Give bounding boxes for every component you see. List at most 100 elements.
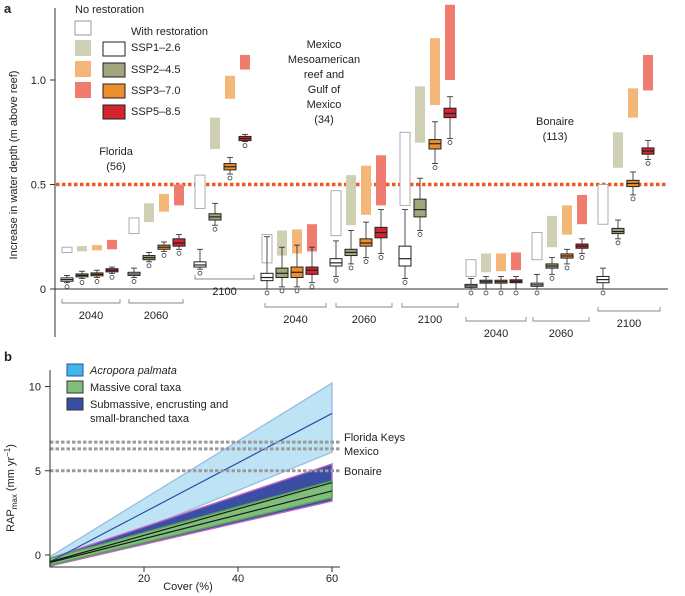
legend-no-restoration-title: No restoration	[75, 4, 144, 16]
series-line	[49, 412, 333, 563]
no-restoration-range-bar	[277, 230, 287, 256]
panel-a-marks	[60, 4, 655, 296]
box-outlier	[402, 280, 408, 285]
panel-a-y-tick-label: 1.0	[31, 75, 46, 87]
site-mexico-name-line5: Mexico	[307, 99, 342, 111]
panel-b-axes: 0 5 10 20 40 60	[29, 370, 340, 585]
legend-no-restoration-swatch	[75, 61, 91, 77]
period-bracket	[401, 303, 459, 308]
box-outlier	[432, 165, 438, 170]
legend-swatches	[74, 20, 126, 120]
no-restoration-range-bar	[292, 229, 302, 254]
box-outlier	[348, 265, 354, 271]
period-bracket	[335, 303, 393, 308]
period-label: 2060	[144, 310, 168, 322]
period-label: 2060	[352, 314, 376, 326]
no-restoration-range-bar	[445, 4, 455, 80]
legend-acropora-swatch	[66, 363, 84, 377]
no-restoration-range-bar	[225, 75, 235, 99]
legend-massive-swatch	[66, 380, 84, 394]
box-outlier	[264, 290, 270, 296]
legend-submassive-label-line2: small-branched taxa	[90, 413, 190, 425]
box-outlier	[600, 290, 606, 296]
no-restoration-range-bar	[496, 253, 506, 272]
box-outlier	[564, 265, 570, 271]
no-restoration-range-bar	[430, 38, 440, 106]
series-line	[49, 490, 333, 564]
box-outlier	[645, 161, 651, 166]
no-restoration-range-bar	[144, 203, 154, 223]
panel-b-letter: b	[4, 349, 12, 364]
site-mexico-name-line1: Mexico	[307, 39, 342, 51]
site-mexico-name-line4: Gulf of	[308, 84, 341, 96]
panel-a-letter: a	[4, 1, 12, 16]
legend-ssp585-label: SSP5–8.5	[131, 106, 181, 118]
period-brackets: 2040 2060 2100 2040 2060 2100 2040 2060 2100	[61, 275, 661, 340]
panel-b-x-tick-label: 40	[232, 573, 244, 585]
box-outlier	[615, 240, 621, 246]
legend-no-restoration-swatch	[75, 40, 91, 56]
no-restoration-range-bar	[128, 217, 140, 235]
legend-with-restoration-swatch	[102, 62, 126, 78]
panel-a-y-label-group: Increase in water depth (m above reef)	[8, 71, 20, 260]
box-outlier	[417, 232, 423, 237]
box-outlier	[333, 278, 339, 283]
refline-mexico-label: Mexico	[344, 446, 379, 458]
no-restoration-range-bar	[577, 194, 587, 225]
no-restoration-range-bar	[613, 132, 623, 168]
box-outlier	[630, 196, 636, 202]
box-outlier	[176, 250, 182, 256]
legend-with-restoration-swatch	[102, 41, 126, 57]
no-restoration-range-bar	[628, 88, 638, 118]
box-outlier	[212, 226, 218, 232]
no-restoration-range-bar	[511, 252, 521, 271]
box-outlier	[468, 290, 474, 296]
site-bonaire-name: Bonaire	[536, 116, 574, 128]
box-outlier	[94, 279, 100, 284]
box-outlier	[131, 279, 137, 284]
box-outlier	[294, 288, 300, 294]
panel-b-x-tick-label: 20	[138, 573, 150, 585]
box-outlier	[64, 284, 70, 290]
period-label: 2100	[617, 318, 641, 330]
period-bracket	[532, 317, 590, 322]
no-restoration-range-bar	[361, 165, 371, 215]
legend-ssp370-label: SSP3–7.0	[131, 85, 181, 97]
no-restoration-range-bar	[399, 131, 411, 206]
no-restoration-range-bar	[107, 239, 117, 250]
panel-a-y-tick-label: 0.5	[31, 180, 46, 192]
box-outlier	[161, 253, 167, 258]
panel-b-x-tick-label: 60	[326, 573, 338, 585]
legend-with-restoration-swatch	[102, 83, 126, 99]
box-outlier	[498, 290, 504, 296]
site-mexico-name-line3: reef and	[304, 69, 344, 81]
panel-a-y-label: Increase in water depth (m above reef)	[8, 71, 20, 260]
box-outlier	[109, 274, 115, 280]
no-restoration-range-bar	[531, 232, 543, 261]
box-outlier	[279, 288, 285, 294]
box-outlier	[378, 255, 384, 260]
no-restoration-range-bar	[194, 174, 206, 209]
legend-massive-label: Massive coral taxa	[90, 382, 182, 394]
with-restoration-box	[413, 198, 427, 218]
box-outlier	[242, 143, 248, 149]
panel-a-legend: No restoration With restoration SSP1–2.6…	[74, 4, 208, 120]
box-outlier	[79, 280, 85, 285]
legend-acropora-label: Acropora palmata	[89, 365, 177, 377]
period-bracket	[194, 275, 255, 280]
period-label: 2040	[283, 314, 307, 326]
series-line	[49, 481, 333, 563]
no-restoration-range-bar	[92, 245, 102, 251]
no-restoration-range-bar	[330, 190, 342, 237]
no-restoration-range-bar	[597, 184, 609, 225]
panel-b-bands	[49, 381, 333, 568]
box-outlier	[513, 290, 519, 296]
panel-b-reference-lines	[50, 440, 340, 473]
no-restoration-range-bar	[547, 215, 557, 248]
box-outlier	[447, 140, 453, 145]
panel-b-x-label: Cover (%)	[163, 581, 213, 593]
legend-with-restoration-title: With restoration	[131, 26, 208, 38]
no-restoration-range-bar	[159, 193, 169, 212]
panel-b-legend: Acropora palmata Massive coral taxa Subm…	[66, 363, 228, 425]
